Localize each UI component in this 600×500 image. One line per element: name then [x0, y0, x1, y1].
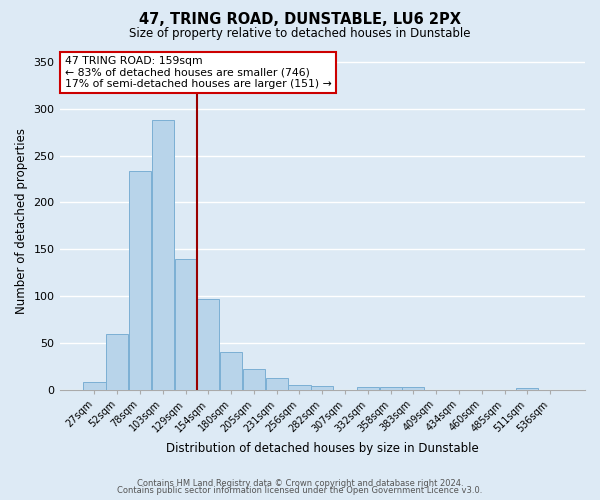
- Bar: [516, 388, 538, 390]
- Bar: [380, 387, 401, 390]
- Bar: [311, 386, 334, 390]
- Bar: [175, 258, 197, 390]
- Bar: [357, 387, 379, 390]
- Bar: [152, 120, 174, 390]
- Text: Contains HM Land Registry data © Crown copyright and database right 2024.: Contains HM Land Registry data © Crown c…: [137, 478, 463, 488]
- Text: Contains public sector information licensed under the Open Government Licence v3: Contains public sector information licen…: [118, 486, 482, 495]
- Bar: [220, 352, 242, 390]
- X-axis label: Distribution of detached houses by size in Dunstable: Distribution of detached houses by size …: [166, 442, 479, 455]
- Text: 47 TRING ROAD: 159sqm
← 83% of detached houses are smaller (746)
17% of semi-det: 47 TRING ROAD: 159sqm ← 83% of detached …: [65, 56, 332, 89]
- Bar: [243, 369, 265, 390]
- Bar: [197, 299, 220, 390]
- Bar: [129, 170, 151, 390]
- Bar: [289, 385, 311, 390]
- Text: Size of property relative to detached houses in Dunstable: Size of property relative to detached ho…: [129, 28, 471, 40]
- Bar: [83, 382, 106, 390]
- Text: 47, TRING ROAD, DUNSTABLE, LU6 2PX: 47, TRING ROAD, DUNSTABLE, LU6 2PX: [139, 12, 461, 28]
- Bar: [106, 334, 128, 390]
- Y-axis label: Number of detached properties: Number of detached properties: [15, 128, 28, 314]
- Bar: [266, 378, 288, 390]
- Bar: [403, 387, 424, 390]
